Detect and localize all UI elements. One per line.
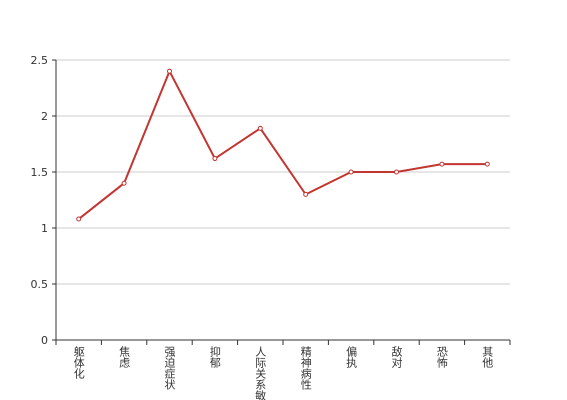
x-tick-label: 偏执 <box>345 345 358 369</box>
y-tick-label: 0 <box>41 334 48 347</box>
point <box>121 180 127 186</box>
x-tick-label: 敌对 <box>390 345 403 368</box>
x-tick-label: 人际关系敏感 <box>254 346 267 400</box>
x-tick-label: 强迫症状 <box>163 346 176 390</box>
x-tick-label: 恐怖 <box>435 346 448 368</box>
point <box>439 161 445 167</box>
point <box>212 156 218 162</box>
line <box>78 68 488 220</box>
point <box>348 169 354 175</box>
x-tick-label: 躯体化 <box>72 346 85 380</box>
point <box>257 125 263 131</box>
x-tick-label: 抑郁 <box>208 345 221 368</box>
point <box>303 191 309 197</box>
point <box>167 68 172 74</box>
y-tick-label: 0.5 <box>31 278 49 291</box>
point <box>484 161 490 167</box>
point <box>394 169 399 175</box>
x-tick-label: 其他 <box>481 346 494 368</box>
y-tick-label: 1 <box>41 222 48 235</box>
x-tick-label: 焦虑 <box>118 346 131 368</box>
point <box>76 216 82 222</box>
y-tick-label: 2.5 <box>31 54 49 67</box>
y-tick-label: 1.5 <box>31 166 49 179</box>
x-tick-label: 精神病性 <box>299 346 312 391</box>
y-tick-label: 2 <box>41 110 48 123</box>
